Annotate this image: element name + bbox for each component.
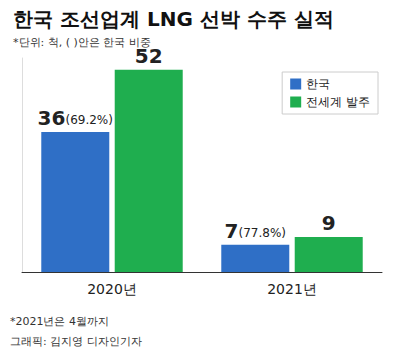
svg-text:(69.2%): (69.2%) [65, 113, 112, 127]
svg-text:2021년: 2021년 [267, 281, 317, 297]
svg-text:7: 7 [225, 219, 239, 243]
svg-text:52: 52 [134, 43, 163, 68]
svg-text:(77.8%): (77.8%) [238, 226, 285, 240]
svg-text:전세계 발주: 전세계 발주 [306, 95, 370, 109]
svg-text:그래픽: 김지영 디자인기자: 그래픽: 김지영 디자인기자 [10, 335, 142, 348]
svg-text:*2021년은 4월까지: *2021년은 4월까지 [10, 315, 109, 328]
svg-text:한국: 한국 [306, 77, 330, 91]
svg-text:한국 조선업계 LNG 선박 수주 실적: 한국 조선업계 LNG 선박 수주 실적 [13, 7, 334, 31]
svg-text:9: 9 [322, 211, 336, 235]
svg-text:*단위: 척, ( )안은 한국 비중: *단위: 척, ( )안은 한국 비중 [13, 36, 151, 49]
svg-text:2020년: 2020년 [87, 281, 137, 297]
svg-text:36: 36 [38, 106, 66, 130]
